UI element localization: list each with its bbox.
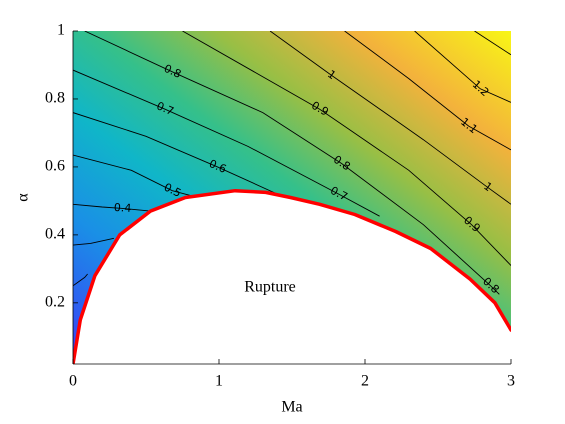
contour-line bbox=[414, 31, 511, 103]
contour-label-group: 1 bbox=[481, 180, 494, 195]
x-axis-label: Ma bbox=[281, 399, 302, 416]
contour-line bbox=[73, 273, 88, 287]
contour-label-group: 1 bbox=[325, 67, 338, 82]
contour-line bbox=[344, 31, 511, 151]
x-tick-label: 3 bbox=[507, 373, 515, 390]
y-tick-label: 0.6 bbox=[45, 158, 65, 175]
contour-line bbox=[73, 112, 278, 195]
contour-label-group: 0.7 bbox=[155, 99, 176, 118]
contour-line bbox=[182, 31, 511, 266]
contour-label-group: 0.6 bbox=[207, 157, 228, 176]
contour-label-group: 0.4 bbox=[113, 201, 131, 215]
y-tick-label: 0.2 bbox=[45, 294, 65, 311]
y-axis-label: α bbox=[15, 193, 32, 202]
x-tick-label: 2 bbox=[361, 373, 369, 390]
contour-line bbox=[73, 237, 114, 246]
y-tick-label: 0.8 bbox=[45, 90, 65, 107]
rupture-boundary bbox=[73, 188, 511, 364]
rupture-region bbox=[73, 190, 511, 364]
contour-label: 0.4 bbox=[113, 201, 131, 215]
x-tick-label: 1 bbox=[215, 373, 223, 390]
x-tick-label: 0 bbox=[69, 373, 77, 390]
annotation: Rupture bbox=[244, 279, 296, 296]
contour-label: 0.7 bbox=[155, 99, 176, 118]
y-tick-label: 0.4 bbox=[45, 226, 65, 243]
contour-line bbox=[474, 31, 511, 56]
contour-line bbox=[84, 31, 500, 295]
contour-line bbox=[73, 154, 205, 200]
axes: 0 1 2 3 0.2 0.4 0.6 0.8 1 Ma α bbox=[15, 22, 515, 416]
contour-line bbox=[269, 31, 511, 205]
contour-line bbox=[73, 203, 151, 212]
contour-line bbox=[73, 69, 380, 217]
y-tick-label: 1 bbox=[57, 22, 65, 39]
contour-label: 0.6 bbox=[207, 157, 228, 176]
